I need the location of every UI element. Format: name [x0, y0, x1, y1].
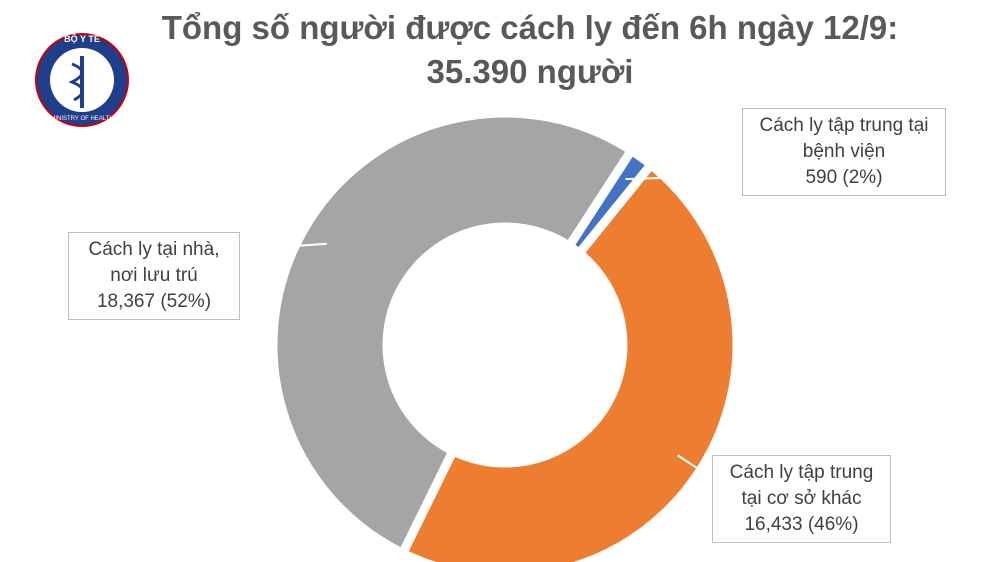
logo-snake [68, 62, 84, 102]
chart-title: Tổng số người được cách ly đến 6h ngày 1… [161, 9, 899, 90]
logo: BỘ Y TẾ MINISTRY OF HEALTH [35, 33, 129, 127]
logo-top-text: BỘ Y TẾ [64, 33, 100, 44]
slice [268, 108, 638, 560]
leader-line [237, 242, 327, 251]
value-label: 590 (2%) [805, 167, 883, 188]
value-label: 16,433 (46%) [744, 514, 859, 535]
slice [396, 158, 742, 562]
data-label-box: Cách ly tại nhà, nơi lưu trú 18,367 (52%) [68, 232, 240, 320]
logo-bottom-text: MINISTRY OF HEALTH [50, 116, 113, 122]
leader-line [677, 454, 713, 479]
category-label: Cách ly tập trung tại bệnh viện [759, 115, 929, 162]
category-label: Cách ly tập trung tại cơ sở khác [729, 462, 874, 509]
category-label: Cách ly tại nhà, nơi lưu trú [88, 239, 220, 286]
data-label-box: Cách ly tập trung tại bệnh viện 590 (2%) [742, 108, 946, 196]
value-label: 18,367 (52%) [96, 291, 212, 312]
leader-line [625, 174, 743, 181]
data-label-box: Cách ly tập trung tại cơ sở khác 16,433 (… [712, 455, 891, 543]
